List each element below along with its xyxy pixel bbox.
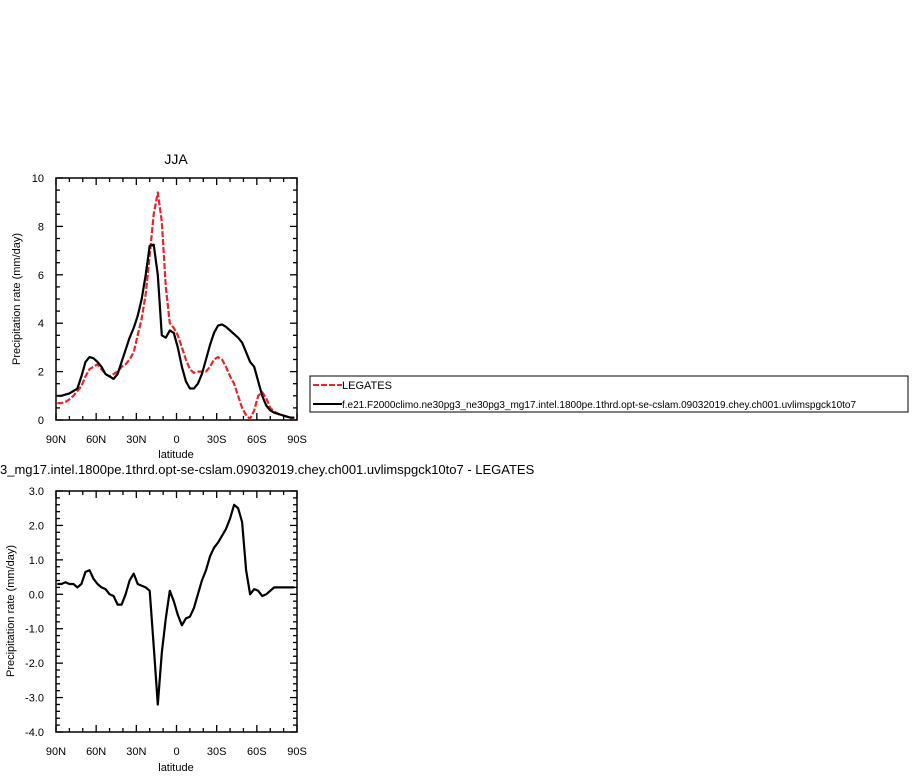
legend-entry-legates: LEGATES [342, 380, 392, 392]
legend-entry-model: f.e21.F2000climo.ne30pg3_ne30pg3_mg17.in… [342, 400, 856, 411]
top-y-axis-label: Precipitation rate (mm/day) [11, 233, 23, 365]
bottom-x-tick-label: 30N [126, 746, 146, 758]
bottom-y-tick-label: 3.0 [29, 486, 44, 498]
top-y-tick-label: 10 [32, 173, 44, 185]
bottom-y-axis-label: Precipitation rate (mm/day) [5, 545, 17, 677]
top-y-tick-label: 0 [38, 415, 44, 427]
top-x-tick-label: 60N [86, 434, 106, 446]
bottom-x-tick-label: 0 [173, 746, 179, 758]
top-x-tick-label: 30S [207, 434, 227, 446]
legend: LEGATES f.e21.F2000climo.ne30pg3_ne30pg3… [309, 375, 909, 413]
bottom-y-tick-label: -2.0 [25, 658, 44, 670]
top-y-tick-label: 2 [38, 367, 44, 379]
bottom-y-tick-label: -1.0 [25, 624, 44, 636]
bottom-panel: 3_mg17.intel.1800pe.1thrd.opt-se-cslam.0… [0, 462, 535, 774]
top-panel-title: JJA [164, 151, 188, 167]
bottom-y-tick-label: -3.0 [25, 693, 44, 705]
bottom-y-tick-label: -4.0 [25, 727, 44, 739]
top-y-tick-label: 4 [38, 318, 44, 330]
top-y-tick-label: 8 [38, 221, 44, 233]
top-x-tick-label: 90S [287, 434, 307, 446]
bottom-x-tick-label: 30S [207, 746, 227, 758]
legend-box [309, 375, 909, 413]
bottom-y-tick-label: 0.0 [29, 589, 44, 601]
bottom-axis-ticks: 90N 60N 30N 0 30S 60S 90S 3.0 2.0 1.0 0.0 -1.0 -2.0 -… [25, 486, 307, 758]
bottom-x-tick-label: 60N [86, 746, 106, 758]
bottom-y-tick-label: 2.0 [29, 520, 44, 532]
bottom-panel-title: 3_mg17.intel.1800pe.1thrd.opt-se-cslam.0… [0, 462, 535, 477]
top-x-axis-label: latitude [158, 449, 193, 461]
bottom-y-tick-label: 1.0 [29, 555, 44, 567]
top-x-tick-label: 0 [173, 434, 179, 446]
bottom-x-axis-label: latitude [158, 762, 193, 774]
bottom-x-tick-label: 60S [247, 746, 267, 758]
top-series-line-0 [57, 191, 295, 420]
top-x-tick-label: 30N [126, 434, 146, 446]
top-x-tick-label: 60S [247, 434, 267, 446]
bottom-series-line-0 [57, 503, 295, 706]
bottom-x-tick-label: 90S [287, 746, 307, 758]
top-x-tick-label: 90N [46, 434, 66, 446]
top-series-group [57, 191, 295, 420]
top-series-line-1 [57, 243, 295, 419]
top-plot-frame [55, 177, 298, 421]
top-y-tick-label: 6 [38, 270, 44, 282]
bottom-series-group [57, 503, 295, 706]
top-axis-ticks: 90N 60N 30N 0 30S 60S 90S 0 2 4 6 8 10 [32, 173, 307, 446]
bottom-x-tick-label: 90N [46, 746, 66, 758]
